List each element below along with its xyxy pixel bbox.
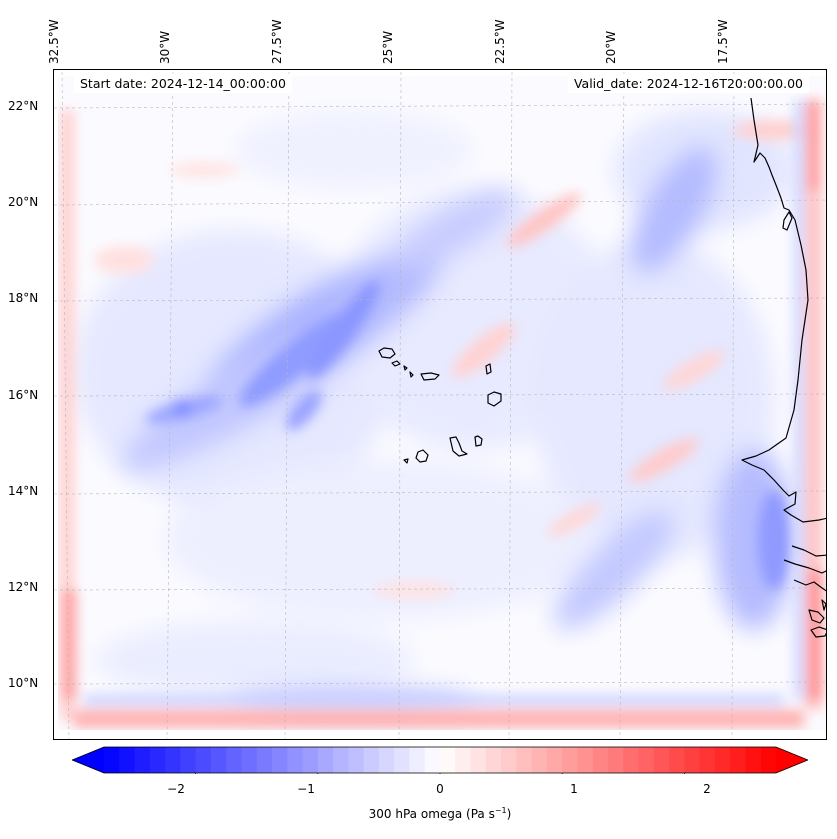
start-date-label: Start date: 2024-12-14_00:00:00: [74, 74, 292, 93]
colorbar-segment: [180, 747, 197, 773]
coastlines: [378, 97, 826, 638]
latitude-label: 22°N: [8, 99, 39, 113]
colorbar-segment: [699, 747, 716, 773]
omega-field-map: [54, 70, 826, 739]
latitude-label: 16°N: [8, 388, 39, 402]
colorbar-segment: [226, 747, 243, 773]
colorbar-segment: [149, 747, 166, 773]
colorbar-segment: [333, 747, 349, 773]
longitude-label: 32.5°W: [47, 19, 61, 64]
colorbar-segment: [378, 747, 395, 773]
colorbar-segment: [119, 747, 136, 773]
colorbar-segment: [210, 747, 227, 773]
latitude-label: 14°N: [8, 484, 39, 498]
colorbar-segment: [424, 747, 441, 773]
colorbar-tick-label: 0: [436, 782, 444, 796]
colorbar-segment: [455, 747, 472, 773]
colorbar-segment: [516, 747, 533, 773]
longitude-label: 30°W: [158, 30, 172, 64]
colorbar-segment: [165, 747, 181, 773]
latitude-label: 10°N: [8, 676, 39, 690]
latitude-label: 20°N: [8, 195, 39, 209]
map-panel: [53, 69, 827, 740]
colorbar-segment: [302, 747, 319, 773]
colorbar-segment: [638, 747, 655, 773]
colorbar-segment: [562, 747, 579, 773]
colorbar-segment: [592, 747, 609, 773]
colorbar-extend-max: [776, 747, 808, 773]
colorbar-segment: [394, 747, 411, 773]
colorbar-segment: [470, 747, 487, 773]
graticule: [54, 70, 826, 739]
colorbar-segment: [684, 747, 701, 773]
colorbar-segment: [241, 747, 258, 773]
colorbar-segment: [760, 747, 777, 773]
colorbar-segment: [104, 747, 120, 773]
colorbar-extend-min: [72, 747, 104, 773]
colorbar-segment: [531, 747, 548, 773]
latitude-label: 18°N: [8, 291, 39, 305]
colorbar-segment: [730, 747, 747, 773]
colorbar-segment: [272, 747, 288, 773]
colorbar-segment: [501, 747, 517, 773]
colorbar-segment: [256, 747, 273, 773]
longitude-label: 27.5°W: [270, 19, 284, 64]
colorbar-segment: [409, 747, 426, 773]
colorbar-label: 300 hPa omega (Pa s−1): [368, 806, 512, 821]
colorbar-segment: [134, 747, 151, 773]
colorbar-tick-label: 1: [570, 782, 578, 796]
valid-date-label: Valid_date: 2024-12-16T20:00:00.00: [567, 74, 809, 93]
colorbar-tick-label: 2: [703, 782, 711, 796]
colorbar-segment: [669, 747, 685, 773]
colorbar-segment: [363, 747, 380, 773]
colorbar-segments: [104, 747, 777, 773]
longitude-label: 20°W: [604, 30, 618, 64]
colorbar-tick-label: −2: [167, 782, 185, 796]
colorbar-segment: [577, 747, 594, 773]
latitude-label: 12°N: [8, 580, 39, 594]
longitude-label: 25°W: [381, 30, 395, 64]
colorbar: [72, 746, 808, 774]
colorbar-segment: [317, 747, 334, 773]
colorbar-segment: [287, 747, 304, 773]
colorbar-segment: [623, 747, 640, 773]
colorbar-segment: [714, 747, 731, 773]
colorbar-segment: [745, 747, 762, 773]
colorbar-segment: [440, 747, 456, 773]
longitude-label: 17.5°W: [716, 19, 730, 64]
colorbar-tick-label: −1: [297, 782, 315, 796]
colorbar-segment: [485, 747, 502, 773]
longitude-label: 22.5°W: [493, 19, 507, 64]
colorbar-segment: [546, 747, 563, 773]
colorbar-segment: [653, 747, 670, 773]
colorbar-segment: [608, 747, 624, 773]
colorbar-segment: [195, 747, 212, 773]
colorbar-segment: [348, 747, 365, 773]
